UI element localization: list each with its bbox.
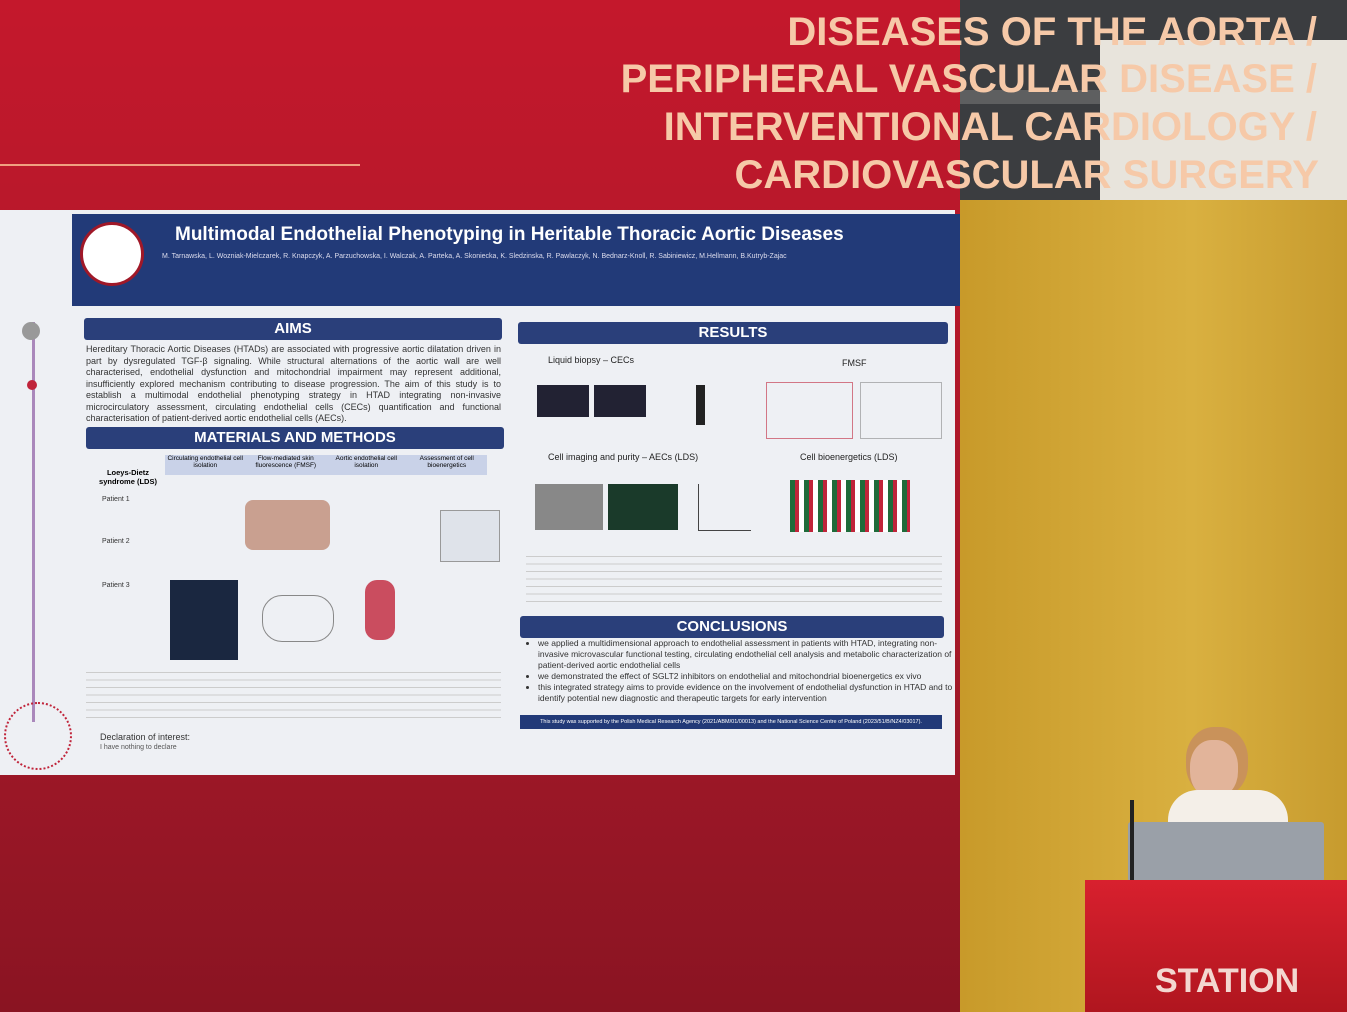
face — [1190, 740, 1238, 798]
results-heading: RESULTS — [518, 322, 948, 344]
bioenergetics-plot — [790, 480, 910, 532]
funding: This study was supported by the Polish M… — [520, 715, 942, 729]
methods-columns: Circulating endothelial cell isolation F… — [165, 455, 487, 475]
laptop — [1128, 822, 1324, 882]
banner-line: DISEASES OF THE AORTA / — [787, 10, 1317, 54]
cytometry-image — [170, 580, 238, 660]
aims-heading: AIMS — [84, 318, 502, 340]
fmsf-illustration — [245, 500, 330, 550]
dot — [27, 380, 37, 390]
podium — [1085, 880, 1347, 1012]
fmsf-curve — [262, 595, 334, 642]
seahorse-device — [440, 510, 500, 562]
patient: Patient 2 — [102, 538, 130, 545]
micrograph — [535, 484, 603, 530]
declaration-text: I have nothing to declare — [100, 744, 177, 751]
panel-title: Cell imaging and purity – AECs (LDS) — [548, 452, 699, 462]
flow-plot — [698, 484, 751, 531]
banner-line: CARDIOVASCULAR SURGERY — [734, 153, 1319, 197]
micrograph — [537, 385, 589, 417]
patient: Patient 1 — [102, 496, 130, 503]
micrograph — [608, 484, 678, 530]
declaration-heading: Declaration of interest: — [100, 732, 191, 742]
poster-title: Multimodal Endothelial Phenotyping in He… — [175, 224, 844, 245]
banner-rule — [0, 164, 360, 166]
decor-globe — [4, 702, 72, 770]
poster-authors: M. Tarnawska, L. Wozniak-Mielczarek, R. … — [162, 253, 787, 260]
podium-label: STATION — [1155, 962, 1300, 1000]
column-header: Assessment of cell bioenergetics — [419, 455, 474, 469]
microphone — [1130, 800, 1134, 882]
aims-text: Hereditary Thoracic Aortic Diseases (HTA… — [86, 344, 501, 423]
panel-title: FMSF — [842, 358, 867, 368]
dot — [22, 322, 40, 340]
conclusions-list: we applied a multidimensional approach t… — [522, 638, 958, 704]
banner-line: INTERVENTIONAL CARDIOLOGY / — [663, 105, 1317, 149]
column-header: Flow-mediated skin fluorescence (FMSF) — [255, 455, 317, 469]
university-logo — [80, 222, 144, 286]
aec-illustration — [365, 580, 395, 640]
conclusion: we demonstrated the effect of SGLT2 inhi… — [538, 671, 958, 682]
conclusions-heading: CONCLUSIONS — [520, 616, 944, 638]
poster-header — [72, 214, 960, 306]
conclusion: this integrated strategy aims to provide… — [538, 682, 958, 704]
figure-caption — [86, 672, 501, 722]
micrograph — [594, 385, 646, 417]
cohort: Loeys-Dietz syndrome (LDS) — [99, 468, 157, 486]
panel-title: Liquid biopsy – CECs — [548, 355, 635, 365]
timeline — [32, 322, 35, 722]
panel-title: Cell bioenergetics (LDS) — [800, 452, 898, 462]
poster: Multimodal Endothelial Phenotyping in He… — [0, 210, 960, 775]
fmsf-plot — [860, 382, 942, 439]
results-caption — [526, 556, 942, 606]
wall — [1100, 40, 1347, 210]
fmsf-plot — [766, 382, 853, 439]
column-header: Aortic endothelial cell isolation — [335, 455, 397, 469]
column-header: Circulating endothelial cell isolation — [167, 455, 243, 469]
methods-heading: MATERIALS AND METHODS — [86, 427, 504, 449]
banner-line: PERIPHERAL VASCULAR DISEASE / — [620, 57, 1317, 101]
patient: Patient 3 — [102, 582, 130, 589]
bar-illustration — [696, 385, 705, 425]
conclusion: we applied a multidimensional approach t… — [538, 638, 958, 671]
